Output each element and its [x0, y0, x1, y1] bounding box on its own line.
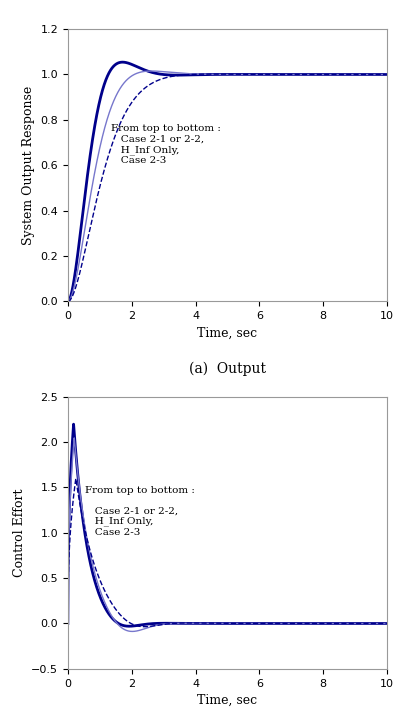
X-axis label: Time, sec: Time, sec	[198, 326, 257, 340]
Text: From top to bottom :
   Case 2-1 or 2-2,
   H_Inf Only,
   Case 2-3: From top to bottom : Case 2-1 or 2-2, H_…	[111, 124, 221, 165]
X-axis label: Time, sec: Time, sec	[198, 694, 257, 707]
Y-axis label: Control Effort: Control Effort	[12, 489, 26, 577]
Y-axis label: System Output Response: System Output Response	[22, 86, 35, 245]
Text: (a)  Output: (a) Output	[189, 361, 266, 376]
Text: From top to bottom :

   Case 2-1 or 2-2,
   H_Inf Only,
   Case 2-3: From top to bottom : Case 2-1 or 2-2, H_…	[85, 486, 195, 537]
